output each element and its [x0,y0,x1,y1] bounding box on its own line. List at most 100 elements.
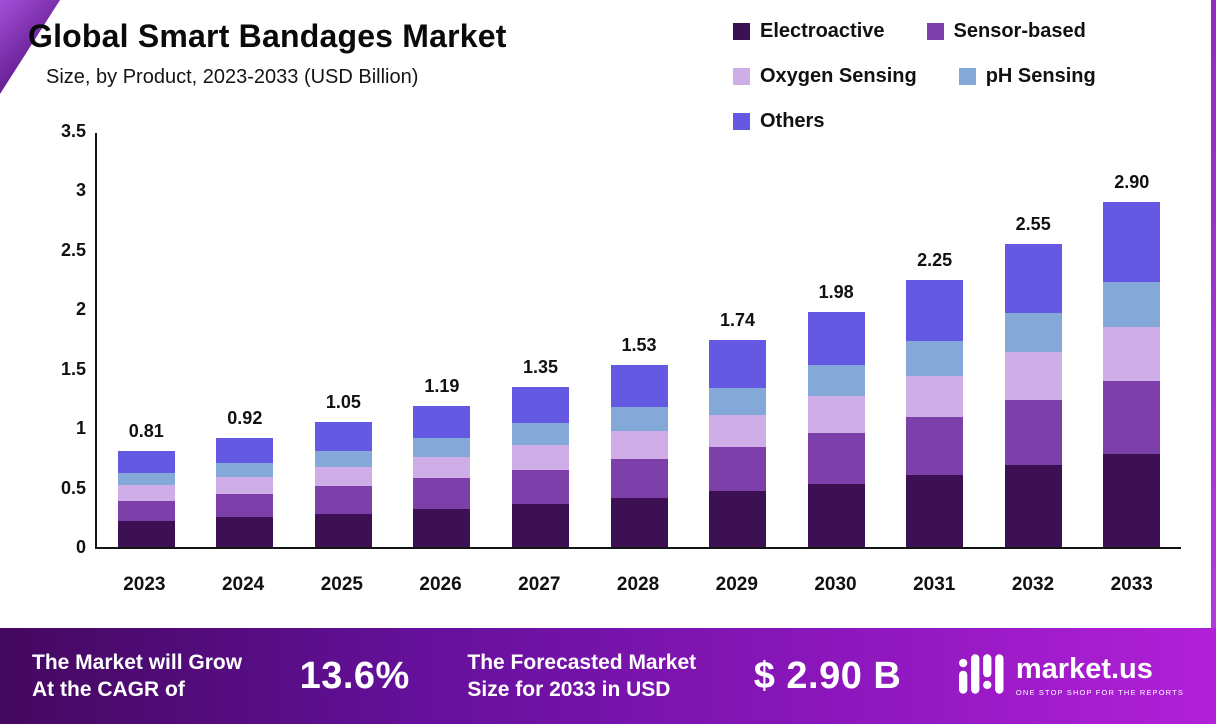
bar-segment-ph_sensing [413,437,471,457]
bar-segment-oxygen_sensing [511,444,569,470]
legend-item-label: pH Sensing [985,65,1096,87]
bar-segment-others [906,279,964,342]
bar-segment-electroactive [610,498,668,547]
bar-column-2027: 1.35 [491,133,590,547]
legend-item: Oxygen Sensing [733,65,917,88]
marketus-logo-icon [958,653,1005,699]
x-axis-label: 2029 [715,574,758,595]
marketus-logo: market.us ONE STOP SHOP FOR THE REPORTS [958,653,1184,699]
bar-segment-oxygen_sensing [709,415,767,448]
bar-total-label: 0.81 [128,420,164,441]
page-subtitle: Size, by Product, 2023-2033 (USD Billion… [46,66,419,88]
forecast-label-line1: The Forecasted Market [467,650,697,674]
bar-stack [1004,244,1062,547]
bar-total-label: 1.74 [720,310,756,331]
bar-segment-others [413,405,471,438]
bar-column-2024: 0.92 [196,133,295,547]
forecast-label: The Forecasted Market Size for 2033 in U… [467,649,696,704]
forecast-value: $ 2.90 B [753,654,902,697]
bar-segment-ph_sensing [807,365,865,397]
bar-column-2030: 1.98 [787,133,886,547]
plot-area: 0.81 0.92 1.05 1.19 1.35 1.53 1.74 1.98 2.25 2.55… [95,133,1181,549]
legend-item-label: Electroactive [760,20,885,42]
legend-item-label: Others [760,110,825,132]
legend-item: Electroactive [733,20,885,43]
legend-color-swatch [733,113,750,130]
bar-segment-others [511,386,569,424]
bar-total-label: 2.55 [1015,214,1051,235]
bar-stack [216,437,274,547]
x-axis-label: 2024 [221,574,265,595]
bar-total-label: 2.25 [917,249,953,270]
bar-segment-ph_sensing [1103,281,1161,328]
bar-stack [610,365,668,547]
forecast-label-line2: Size for 2033 in USD [467,678,671,701]
bar-column-2028: 1.53 [590,133,689,547]
bar-stack [1103,202,1161,547]
bar-segment-oxygen_sensing [117,485,175,501]
bar-stack [906,279,964,547]
bar-segment-electroactive [1103,454,1161,547]
bar-segment-electroactive [807,484,865,547]
bar-segment-electroactive [709,491,767,547]
bar-segment-sensor_based [511,469,569,505]
bar-segment-sensor_based [216,493,274,518]
bar-segment-sensor_based [413,478,471,509]
bar-segment-others [1103,202,1161,282]
cagr-value: 13.6% [299,654,410,697]
bar-segment-sensor_based [709,447,767,492]
bar-stack [117,450,175,547]
bar-stack [511,386,569,547]
bar-segment-others [1004,244,1062,313]
bar-segment-sensor_based [1004,399,1062,465]
bar-segment-electroactive [413,509,471,547]
x-axis-label: 2028 [616,574,660,595]
y-tick-label: 2 [75,299,86,320]
bar-segment-others [610,365,668,407]
y-tick-label: 2.5 [60,239,86,260]
bar-segment-electroactive [117,520,175,547]
bar-segment-electroactive [314,513,372,547]
legend-item: Sensor-based [926,20,1086,43]
legend-color-swatch [733,23,750,40]
page-title: Global Smart Bandages Market [28,18,507,54]
bar-column-2025: 1.05 [294,133,393,547]
bar-segment-oxygen_sensing [1004,352,1062,400]
bar-segment-others [314,422,372,451]
cagr-label-line2: At the CAGR of [32,678,185,701]
bar-total-label: 1.05 [325,392,361,413]
bar-segment-ph_sensing [511,423,569,445]
bar-segment-sensor_based [610,459,668,499]
y-tick-label: 3 [75,180,86,201]
bar-segment-oxygen_sensing [807,396,865,433]
bar-segment-others [117,450,175,474]
footer-band: The Market will Grow At the CAGR of 13.6… [0,628,1216,724]
y-tick-label: 3.5 [60,121,86,141]
bar-column-2029: 1.74 [688,133,787,547]
bar-segment-sensor_based [807,432,865,484]
x-axis-label: 2025 [320,574,363,595]
bar-total-label: 1.19 [424,375,460,396]
legend-item-label: Sensor-based [953,20,1086,42]
bar-segment-others [807,311,865,366]
legend-item: Others [733,110,824,133]
y-tick-label: 0 [75,537,86,557]
bar-total-label: 1.98 [818,281,854,302]
bar-segment-oxygen_sensing [610,430,668,460]
x-axis-label: 2030 [814,574,857,595]
cagr-label: The Market will Grow At the CAGR of [32,649,242,704]
bar-column-2032: 2.55 [984,133,1083,547]
bar-stack [709,340,767,547]
bar-segment-oxygen_sensing [216,476,274,494]
bar-total-label: 2.90 [1114,172,1150,193]
legend-color-swatch [733,68,750,85]
bar-stack [807,311,865,547]
bar-stack [413,405,471,547]
x-axis-label: 2027 [518,574,561,595]
y-tick-label: 1 [75,418,86,439]
bar-segment-ph_sensing [1004,312,1062,353]
bar-segment-oxygen_sensing [1103,327,1161,381]
legend-item: pH Sensing [958,65,1096,88]
bar-segment-oxygen_sensing [413,456,471,479]
